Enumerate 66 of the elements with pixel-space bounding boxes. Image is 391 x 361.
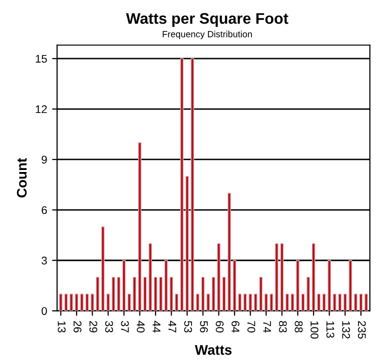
bar [301,294,305,311]
bar [196,294,200,311]
bar [364,294,368,311]
bar [232,260,236,311]
bar [290,294,294,311]
bar [190,58,194,311]
x-tick-label: 33 [105,320,114,332]
y-tick-label: 0 [42,307,47,315]
y-tick-label: 6 [42,206,47,214]
x-tick-label: 29 [89,321,98,332]
x-tick-label: 26 [74,321,82,332]
bar [317,294,320,311]
bar [106,294,110,311]
x-tick-label: 113 [326,321,334,338]
x-tick-label: 83 [278,321,287,332]
x-tick-label: 64 [232,321,240,333]
chart-title: Watts per Square Foot [126,13,288,27]
bar [217,243,220,311]
x-tick-label: 70 [247,321,256,332]
x-tick-label: 235 [358,321,366,339]
x-tick-label: 44 [152,320,160,333]
x-tick-label: 60 [216,321,224,332]
bar [312,243,316,311]
bar [70,294,73,311]
y-tick-label: 3 [42,256,47,265]
x-tick-label: 47 [168,320,176,332]
bar [117,276,120,311]
bar [354,294,358,311]
y-tick-label: 9 [42,156,47,164]
bar [138,142,142,311]
bar [322,294,326,311]
x-tick-label: 88 [294,321,303,332]
x-tick-label: 74 [263,321,271,333]
x-tick-label: 56 [200,320,208,332]
bar [238,294,242,311]
x-tick-label: 13 [58,321,66,332]
bar [228,192,231,311]
bar [286,294,289,311]
bar [243,294,247,311]
bar [74,294,78,311]
bar [359,294,363,311]
y-axis-title: Count [16,158,27,198]
bar [59,294,62,311]
bar [122,260,126,311]
bar [328,260,332,311]
bar [280,243,284,311]
x-tick-label: 53 [184,320,192,332]
x-tick-label: 40 [136,320,145,332]
bar [148,243,152,311]
bar [248,294,252,311]
bar [275,243,278,311]
x-tick-label: 132 [342,321,350,339]
bar [80,294,84,311]
bar [128,294,131,311]
y-tick-label: 12 [36,105,47,114]
chart-subtitle: Frequency Distribution [162,30,252,40]
x-tick-label: 100 [310,321,318,339]
bar [306,276,310,311]
x-tick-label: 37 [120,320,129,332]
bar [206,294,210,311]
bar [296,260,300,311]
bar [159,276,162,311]
y-tick-label: 15 [36,54,47,63]
bar [64,294,68,311]
x-axis-title: Watts [194,345,232,355]
bar [185,176,189,311]
